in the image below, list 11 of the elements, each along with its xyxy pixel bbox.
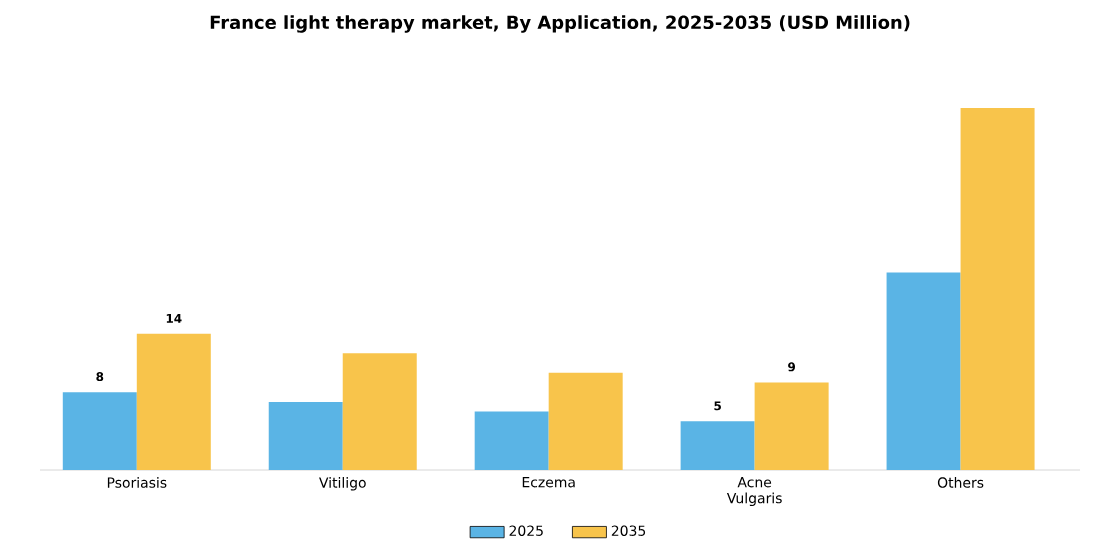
bar	[474, 411, 549, 470]
bar	[62, 392, 137, 470]
chart-title: France light therapy market, By Application, 2025-2035 (USD Million)	[210, 15, 910, 33]
bar	[960, 107, 1035, 470]
bar	[680, 421, 755, 470]
bar	[136, 333, 211, 470]
bar	[548, 372, 623, 470]
bar	[342, 353, 417, 470]
bar	[886, 272, 961, 470]
bar	[754, 382, 829, 470]
bar	[268, 401, 343, 470]
